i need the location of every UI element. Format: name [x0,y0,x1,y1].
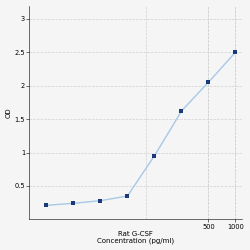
Point [126,194,130,198]
Y-axis label: OD: OD [6,107,12,118]
Point [206,80,210,84]
Point [72,201,76,205]
Point [180,109,184,113]
Point [233,50,237,54]
Point [98,199,102,203]
X-axis label: Rat G-CSF
Concentration (pg/ml): Rat G-CSF Concentration (pg/ml) [97,231,174,244]
Point [152,154,156,158]
Point [44,203,48,207]
